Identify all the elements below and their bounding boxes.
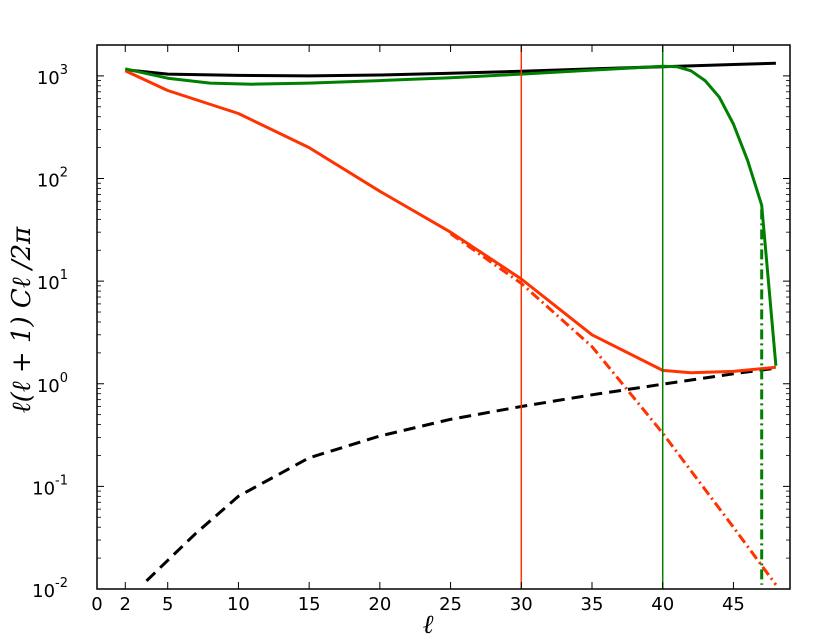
series-line-5 [124, 64, 778, 366]
series-layer [124, 61, 778, 586]
vertical-lines [520, 45, 664, 589]
plot-frame [96, 44, 791, 590]
y-tick-label: 102 [37, 166, 68, 192]
series-line-2 [145, 366, 777, 582]
x-tick-label: 10 [227, 594, 250, 615]
y-tick-label: 10-1 [32, 473, 68, 499]
series-line-1 [125, 61, 776, 78]
series-line-3 [124, 69, 777, 375]
x-tick-label: 30 [510, 594, 533, 615]
x-tick-label: 45 [722, 594, 745, 615]
x-tick-label: 15 [298, 594, 321, 615]
y-axis: 10-2 10-1 100 101 102 103 [32, 44, 790, 602]
y-tick-label: 100 [37, 371, 68, 397]
x-tick-label: 20 [368, 594, 391, 615]
x-tick-label: 0 [91, 594, 102, 615]
y-tick-label: 10-2 [32, 576, 68, 602]
x-tick-label: 5 [162, 594, 173, 615]
x-tick-label: 35 [581, 594, 604, 615]
x-axis: 0 2 5 10 15 20 25 30 35 40 45 [91, 45, 745, 615]
y-tick-label: 103 [37, 63, 68, 89]
x-tick-label: 2 [120, 594, 131, 615]
y-axis-label: ℓ(ℓ + 1) Cℓ /2π [7, 226, 37, 413]
x-tick-label: 40 [651, 594, 674, 615]
x-axis-label: ℓ [423, 610, 434, 640]
series-line-4 [449, 232, 778, 586]
x-tick-label: 25 [439, 594, 462, 615]
y-tick-label: 101 [37, 268, 68, 294]
